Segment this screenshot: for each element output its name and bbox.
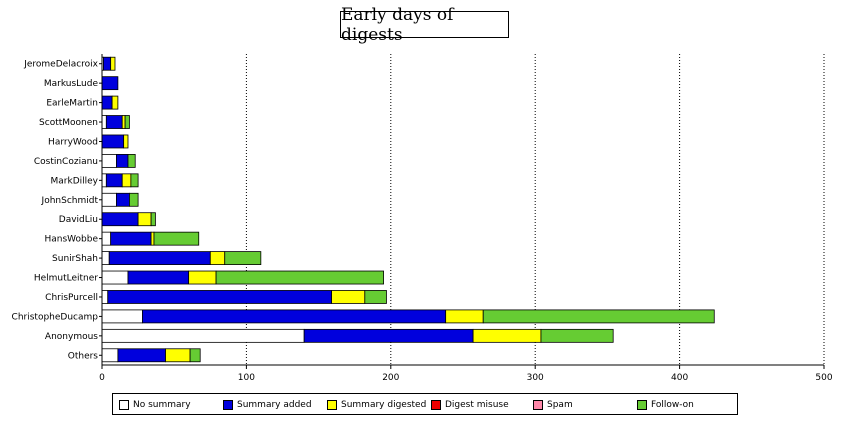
bar-HelmutLeitner-no-summary xyxy=(101,270,129,285)
bar-ChrisPurcell-summary-added xyxy=(107,290,332,304)
category-label: HelmutLeitner xyxy=(34,274,98,284)
bar-HelmutLeitner-summary-added xyxy=(127,270,190,285)
bar-ChristopheDucamp-no-summary xyxy=(101,309,143,324)
bar-SunirShah-no-summary xyxy=(101,251,110,265)
category-label: JohnSchmidt xyxy=(41,196,99,206)
bar-CostinCozianu-follow-on xyxy=(127,154,136,168)
bar-ChristopheDucamp-follow-on xyxy=(482,309,715,324)
bar-HansWobbe-summary-added xyxy=(110,231,152,246)
bar-ScottMoonen-follow-on xyxy=(124,115,130,129)
category-label: MarkDilley xyxy=(51,176,99,186)
bar-HansWobbe-summary-digested xyxy=(150,231,155,246)
legend-label: Summary digested xyxy=(341,400,427,410)
legend-item: Spam xyxy=(533,399,573,411)
bar-MarkDilley-no-summary xyxy=(101,173,107,188)
bar-SunirShah-summary-added xyxy=(108,251,211,265)
legend-swatch xyxy=(431,400,441,410)
bar-MarkDilley-summary-added xyxy=(105,173,123,188)
bar-DavidLiu-follow-on xyxy=(150,212,156,227)
legend-label: Spam xyxy=(547,400,573,410)
bar-Others-summary-digested xyxy=(165,348,191,363)
bar-DavidLiu-summary-digested xyxy=(137,212,152,227)
bar-Anonymous-summary-added xyxy=(303,328,474,343)
bar-Anonymous-follow-on xyxy=(540,328,614,343)
category-label: MarkusLude xyxy=(44,79,99,89)
bar-ChrisPurcell-follow-on xyxy=(364,290,387,304)
legend-item: Summary digested xyxy=(327,399,426,411)
bar-HelmutLeitner-summary-digested xyxy=(188,270,217,285)
category-label: DavidLiu xyxy=(59,215,98,225)
bar-Others-summary-added xyxy=(117,348,166,363)
category-label: HansWobbe xyxy=(44,235,98,245)
bar-HansWobbe-follow-on xyxy=(153,231,200,246)
bar-MarkDilley-follow-on xyxy=(130,173,139,188)
category-label: ScottMoonen xyxy=(39,118,98,128)
category-label: SunirShah xyxy=(52,254,98,264)
legend-swatch xyxy=(637,400,647,410)
bar-Anonymous-no-summary xyxy=(101,328,305,343)
category-label: ChrisPurcell xyxy=(45,293,98,303)
category-label: Anonymous xyxy=(45,332,98,342)
bar-ChristopheDucamp-summary-added xyxy=(142,309,447,324)
legend-item: Follow-on xyxy=(637,399,694,411)
legend-swatch xyxy=(533,400,543,410)
bar-CostinCozianu-summary-added xyxy=(116,154,129,168)
legend-item: Digest misuse xyxy=(431,399,509,411)
bar-Others-follow-on xyxy=(189,348,201,363)
bar-JeromeDelacroix-summary-digested xyxy=(110,56,116,71)
bar-ChrisPurcell-summary-digested xyxy=(331,290,366,304)
legend-label: Follow-on xyxy=(651,400,694,410)
x-tick-label: 0 xyxy=(99,373,105,383)
bar-CostinCozianu-no-summary xyxy=(101,154,117,168)
legend-item: Summary added xyxy=(223,399,312,411)
legend-label: Summary added xyxy=(237,400,312,410)
category-label: EarleMartin xyxy=(46,99,98,109)
bar-SunirShah-follow-on xyxy=(224,251,262,265)
bar-ChrisPurcell-no-summary xyxy=(101,290,109,304)
bar-EarleMartin-summary-digested xyxy=(111,95,119,110)
x-tick-label: 400 xyxy=(671,373,688,383)
x-tick-label: 200 xyxy=(382,373,399,383)
category-label: JeromeDelacroix xyxy=(23,60,98,70)
category-label: Others xyxy=(68,351,99,361)
legend-label: No summary xyxy=(133,400,191,410)
bar-ScottMoonen-summary-digested xyxy=(121,115,126,129)
legend-swatch xyxy=(223,400,233,410)
category-label: CostinCozianu xyxy=(34,157,98,167)
bar-JohnSchmidt-no-summary xyxy=(101,192,117,207)
legend-swatch xyxy=(327,400,337,410)
bar-JohnSchmidt-summary-added xyxy=(116,192,130,207)
bar-SunirShah-summary-digested xyxy=(209,251,226,265)
x-tick-label: 100 xyxy=(238,373,255,383)
bar-HelmutLeitner-follow-on xyxy=(215,270,384,285)
bar-Anonymous-summary-digested xyxy=(472,328,542,343)
bar-ScottMoonen-summary-added xyxy=(105,115,123,129)
bar-JohnSchmidt-follow-on xyxy=(129,192,139,207)
bar-DavidLiu-summary-added xyxy=(101,212,139,227)
bar-HarryWood-summary-digested xyxy=(123,134,129,149)
x-tick-label: 300 xyxy=(527,373,544,383)
bar-EarleMartin-summary-added xyxy=(101,95,113,110)
bar-Others-no-summary xyxy=(101,348,119,363)
legend-swatch xyxy=(119,400,129,410)
bar-HarryWood-summary-added xyxy=(101,134,125,149)
bar-HansWobbe-no-summary xyxy=(101,231,112,246)
bar-MarkDilley-summary-digested xyxy=(121,173,132,188)
chart-legend: No summary Summary added Summary digested D… xyxy=(112,393,738,415)
x-tick-label: 500 xyxy=(815,373,832,383)
legend-label: Digest misuse xyxy=(445,400,509,410)
category-label: HarryWood xyxy=(48,137,98,147)
bar-ScottMoonen-no-summary xyxy=(101,115,107,129)
bar-JeromeDelacroix-summary-added xyxy=(103,56,112,71)
bar-ChristopheDucamp-summary-digested xyxy=(445,309,484,324)
bar-MarkusLude-summary-added xyxy=(101,76,119,91)
legend-item: No summary xyxy=(119,399,191,411)
category-label: ChristopheDucamp xyxy=(12,312,99,322)
